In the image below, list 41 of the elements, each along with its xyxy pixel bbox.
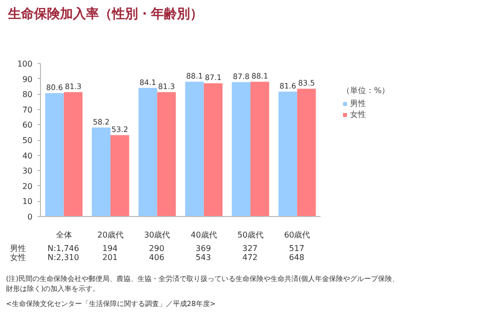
legend-title: （単位：%） [342, 85, 390, 96]
bar [138, 88, 158, 216]
bar [185, 82, 204, 216]
x-tick-label: 30歳代 [144, 230, 170, 240]
bar [92, 127, 110, 216]
chart-title: 生命保険加入率（性別・年齢別） [6, 6, 203, 24]
text: N:1,746 N:2,310 [48, 244, 80, 262]
bar [110, 135, 130, 216]
y-tick-label: 100 [17, 60, 33, 68]
y-tick-label: 10 [22, 197, 33, 206]
y-tick-label: 70 [22, 105, 33, 114]
bar [45, 93, 64, 216]
bar [204, 83, 222, 216]
y-tick-label: 40 [22, 151, 33, 160]
bar [250, 82, 270, 216]
y-tick-label: 90 [22, 74, 33, 84]
legend-label: 女性 [350, 109, 367, 120]
x-tick-label: 50歳代 [237, 230, 264, 240]
x-tick-label: 全体 [56, 230, 72, 240]
y-tick-label: 30 [22, 166, 33, 176]
y-tick-label: 60 [22, 120, 33, 130]
y-tick-label: 0 [27, 212, 33, 222]
y-tick-label: 20 [22, 182, 33, 191]
bar [297, 88, 316, 216]
bar [278, 92, 298, 216]
text: 男性 [10, 244, 26, 253]
text: 290 406 [149, 244, 164, 262]
y-tick-label: 80 [22, 90, 33, 100]
x-tick-label: 20歳代 [97, 230, 124, 240]
text: 女性 [10, 253, 26, 262]
text: 517 648 [289, 244, 304, 262]
text: 327 472 [242, 244, 258, 262]
bar [64, 92, 82, 216]
bar [157, 92, 176, 216]
x-tick-label: 40歳代 [190, 230, 217, 240]
y-tick-label: 50 [22, 136, 33, 145]
bar [232, 82, 250, 216]
text: 369 543 [196, 244, 211, 262]
x-tick-label: 60歳代 [284, 230, 310, 240]
text: 194 201 [102, 244, 118, 262]
legend-label: 男性 [350, 98, 367, 109]
